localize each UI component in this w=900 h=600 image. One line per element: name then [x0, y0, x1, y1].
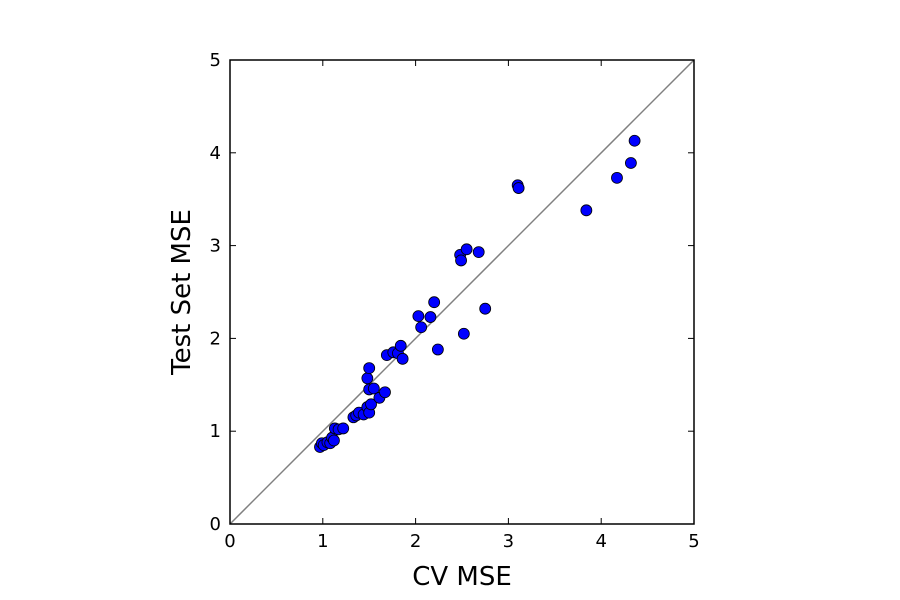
y-tick-label: 3	[210, 236, 221, 257]
identity-line	[229, 59, 695, 525]
data-point	[367, 382, 380, 395]
data-point	[428, 296, 441, 309]
x-tick-label: 0	[224, 531, 235, 552]
data-point	[460, 243, 473, 256]
data-point	[611, 171, 623, 184]
data-point	[455, 254, 467, 267]
y-axis-title: Test Set MSE	[167, 209, 197, 376]
data-point	[457, 327, 470, 340]
x-tick-label: 1	[317, 531, 328, 552]
y-tick-label: 5	[210, 50, 221, 71]
y-tick-label: 1	[210, 421, 221, 442]
x-tick-label: 4	[595, 531, 606, 552]
data-point	[396, 352, 409, 365]
x-axis-title: CV MSE	[412, 562, 512, 592]
data-point	[472, 246, 485, 258]
data-point	[412, 310, 425, 323]
data-point	[580, 204, 593, 217]
data-point	[365, 398, 377, 411]
data-point	[415, 321, 428, 334]
data-point	[379, 386, 391, 399]
data-point	[624, 157, 637, 169]
x-tick-label: 3	[503, 531, 514, 552]
data-point	[628, 134, 641, 147]
y-tick-label: 0	[210, 514, 221, 535]
data-point	[363, 362, 376, 374]
data-point	[394, 339, 407, 352]
data-point	[431, 343, 444, 356]
x-tick-label: 2	[410, 531, 421, 552]
data-point	[479, 302, 492, 315]
data-point	[361, 372, 374, 385]
data-point	[337, 422, 350, 435]
data-point	[512, 182, 525, 194]
plot-frame	[229, 59, 695, 525]
data-point	[424, 311, 437, 323]
data-point	[328, 434, 340, 447]
y-tick-label: 4	[210, 143, 221, 164]
y-tick-label: 2	[210, 328, 221, 349]
x-tick-label: 5	[688, 531, 699, 552]
